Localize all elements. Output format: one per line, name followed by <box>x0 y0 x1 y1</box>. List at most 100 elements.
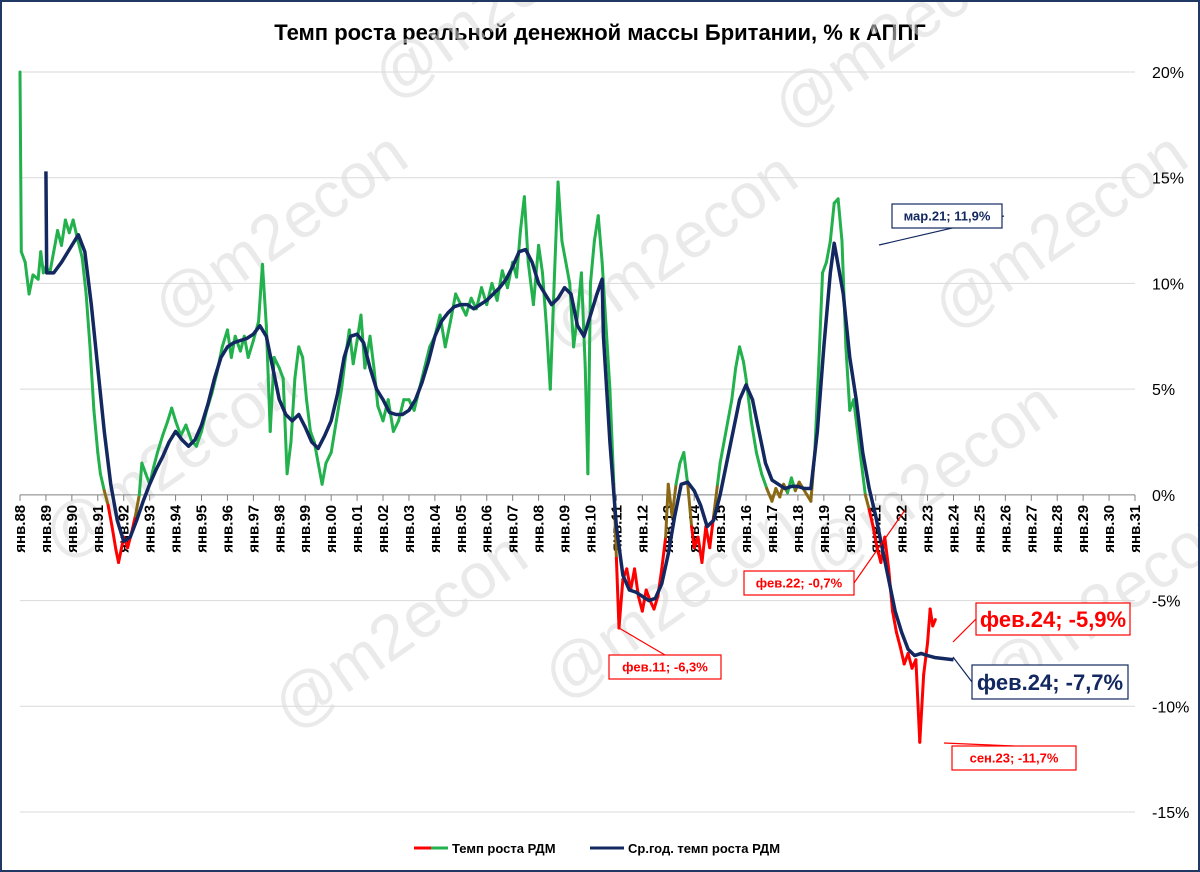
series-rdm-segment <box>133 493 141 518</box>
series-rdm-segment <box>368 334 376 370</box>
series-rdm-segment <box>817 271 825 370</box>
series-rdm-segment <box>824 239 832 264</box>
series-rdm-segment <box>906 651 914 670</box>
series-rdm-segment <box>670 482 678 518</box>
x-tick-label: янв.22 <box>894 505 911 553</box>
y-tick-label: -5% <box>1152 594 1180 611</box>
series-rdm-segment <box>23 260 31 296</box>
series-rdm-segment <box>891 609 898 634</box>
series-rdm-segment <box>305 398 312 433</box>
series-rdm-segment <box>883 535 891 571</box>
annotation-leader <box>853 509 906 584</box>
series-rdm-segment <box>174 419 183 438</box>
annotation-leader <box>952 656 973 683</box>
chart-title: Темп роста реальной денежной массы Брита… <box>274 20 926 45</box>
x-tick-label: янв.90 <box>64 505 81 553</box>
series-rdm-segment <box>856 429 863 465</box>
series-rdm-segment <box>821 260 828 275</box>
annotation-label: фев.22; -0,7% <box>756 576 843 591</box>
series-rdm-segment <box>92 408 100 455</box>
series-rdm-segment <box>308 429 316 444</box>
series-rdm-segment <box>84 292 92 349</box>
series-rdm-segment <box>391 419 401 433</box>
annotation-box <box>971 664 1129 700</box>
series-rdm-segment <box>88 345 96 412</box>
series-rdm-segment <box>137 461 144 497</box>
y-tick-label: 5% <box>1152 382 1175 399</box>
x-tick-label: янв.94 <box>168 504 185 553</box>
annotation-label: фев.24; -7,7% <box>977 670 1123 695</box>
series-rdm-segment <box>640 588 648 613</box>
series-rdm-segment <box>152 451 159 469</box>
watermark-text: @m2econ <box>789 367 1070 594</box>
watermark-text: @m2econ <box>919 117 1198 344</box>
annotation-label: сен.23; -11,7% <box>970 751 1059 766</box>
series-rdm-segment <box>334 387 344 423</box>
series-rdm-segment <box>161 419 170 438</box>
series-rdm-segment <box>423 345 432 370</box>
x-tick-label: янв.24 <box>945 504 962 553</box>
series-rdm-segment <box>871 525 879 550</box>
series-rdm-segment <box>588 239 596 285</box>
series-rdm-segment <box>52 229 60 254</box>
series-rdm-segment <box>734 345 742 370</box>
series-rdm-segment <box>859 461 867 497</box>
series-rdm-segment <box>96 451 102 476</box>
x-tick-label: янв.25 <box>971 505 988 553</box>
series-rdm-segment <box>760 472 769 491</box>
x-tick-label: янв.12 <box>634 505 651 553</box>
annotation-box <box>608 654 722 680</box>
x-tick-label: янв.15 <box>712 505 729 553</box>
x-tick-label: янв.95 <box>194 505 211 553</box>
series-rdm-segment <box>246 339 255 359</box>
x-tick-label: янв.05 <box>453 505 470 553</box>
series-rdm-segment <box>898 645 906 666</box>
series-rdm-segment <box>754 451 764 476</box>
series-rdm-segment <box>686 482 694 529</box>
series-rdm-segment <box>170 406 178 423</box>
series-rdm-segment <box>329 419 338 455</box>
series-rdm-segment <box>351 339 359 366</box>
y-tick-label: 20% <box>1152 65 1184 82</box>
x-tick-label: янв.09 <box>557 505 574 553</box>
series-rdm-segment <box>289 377 297 444</box>
series-rdm-segment <box>894 630 902 649</box>
series-rdm-segment <box>730 366 738 402</box>
series-rdm-segment <box>80 256 88 296</box>
x-tick-label: янв.93 <box>142 505 159 553</box>
series-rdm-segment <box>867 508 875 529</box>
series-rdm-segment <box>27 273 35 296</box>
series-rdm-segment <box>674 461 682 486</box>
x-tick-label: янв.31 <box>1127 505 1144 553</box>
y-tick-label: -15% <box>1152 805 1189 822</box>
watermark-text: @m2econ <box>359 2 640 113</box>
series-rdm-segment <box>579 271 587 370</box>
series-rdm-segment <box>716 461 722 486</box>
legend-label: Темп роста РДМ <box>452 841 556 856</box>
x-tick-label: янв.99 <box>297 505 314 553</box>
x-tick-label: янв.28 <box>1049 505 1066 553</box>
watermark-text: @m2econ <box>529 137 810 364</box>
series-rdm-segment <box>260 262 268 328</box>
series-rdm-segment <box>931 618 937 628</box>
x-tick-label: янв.27 <box>1023 505 1040 553</box>
series-rdm-segment <box>556 180 564 243</box>
series-rdm-segment <box>155 434 165 455</box>
annotation-label: мар.21; 11,9% <box>904 209 991 224</box>
series-rdm-segment <box>722 419 730 444</box>
series-rdm-segment <box>552 180 560 285</box>
series-rdm-segment <box>660 535 668 571</box>
series-rdm-segment <box>652 594 660 611</box>
x-tick-label: янв.19 <box>816 505 833 553</box>
series-rdm-segment <box>59 218 67 247</box>
series-rdm-segment <box>106 503 114 529</box>
watermark-text: @m2econ <box>759 2 1040 143</box>
x-tick-label: янв.08 <box>531 505 548 553</box>
x-tick-label: янв.91 <box>90 505 107 553</box>
series-rdm-segment <box>700 525 708 565</box>
series-rdm-segment <box>682 451 690 486</box>
x-tick-label: янв.88 <box>12 505 29 553</box>
series-rdm-segment <box>229 334 237 359</box>
series-rdm-segment <box>852 398 860 433</box>
series-rdm-segment <box>726 398 734 423</box>
